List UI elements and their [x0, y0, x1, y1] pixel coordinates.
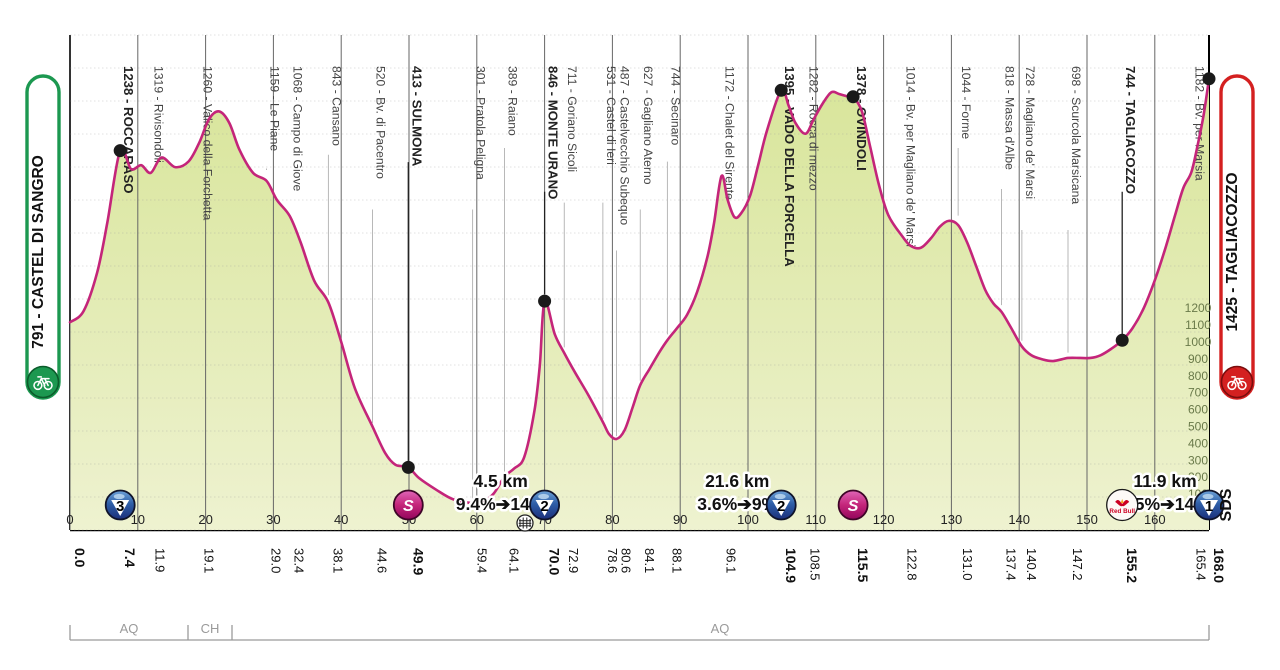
svg-text:S: S: [848, 498, 859, 515]
svg-text:60: 60: [470, 512, 484, 527]
svg-text:140: 140: [1008, 512, 1030, 527]
svg-text:3: 3: [116, 498, 124, 515]
svg-text:1044 - Forme: 1044 - Forme: [959, 66, 973, 139]
svg-text:AQ: AQ: [711, 621, 730, 636]
svg-text:2: 2: [540, 498, 548, 515]
svg-text:30: 30: [266, 512, 280, 527]
svg-text:487 - Castelvecchio Subequo: 487 - Castelvecchio Subequo: [617, 66, 631, 225]
svg-text:4.5 km: 4.5 km: [473, 471, 527, 491]
svg-text:150: 150: [1076, 512, 1098, 527]
svg-text:21.6 km: 21.6 km: [705, 471, 769, 491]
svg-text:20: 20: [198, 512, 212, 527]
svg-text:800: 800: [1188, 369, 1208, 383]
svg-text:160: 160: [1144, 512, 1166, 527]
svg-text:1068 - Campo di Giove: 1068 - Campo di Giove: [291, 66, 305, 192]
svg-text:130: 130: [941, 512, 963, 527]
svg-text:140.4: 140.4: [1024, 548, 1039, 581]
svg-text:1425 - TAGLIACOZZO: 1425 - TAGLIACOZZO: [1224, 172, 1241, 331]
svg-text:96.1: 96.1: [724, 548, 739, 573]
svg-text:38.1: 38.1: [330, 548, 345, 573]
svg-text:11.9: 11.9: [153, 548, 168, 572]
svg-text:11.9 km: 11.9 km: [1133, 471, 1196, 491]
svg-text:90: 90: [673, 512, 687, 527]
svg-text:CH: CH: [201, 621, 220, 636]
svg-text:168.0: 168.0: [1211, 548, 1227, 583]
svg-text:49.9: 49.9: [410, 548, 426, 575]
svg-text:1000: 1000: [1185, 335, 1212, 349]
svg-text:32.4: 32.4: [292, 548, 307, 573]
svg-text:413 - SULMONA: 413 - SULMONA: [409, 66, 424, 167]
svg-text:728 - Magliano de' Marsi: 728 - Magliano de' Marsi: [1023, 66, 1037, 199]
svg-text:531 - Castel di Ieri: 531 - Castel di Ieri: [604, 66, 618, 165]
svg-text:520 - Bv. di Pacentro: 520 - Bv. di Pacentro: [373, 66, 387, 179]
svg-text:64.1: 64.1: [507, 548, 522, 573]
svg-text:70.0: 70.0: [547, 548, 563, 575]
svg-text:744 - Secinaro: 744 - Secinaro: [668, 66, 682, 145]
svg-text:700: 700: [1188, 386, 1208, 400]
svg-text:165.4: 165.4: [1193, 548, 1208, 581]
svg-text:115.5: 115.5: [855, 548, 871, 582]
svg-text:84.1: 84.1: [642, 548, 657, 573]
svg-text:44.6: 44.6: [374, 548, 389, 573]
svg-text:1100: 1100: [1185, 318, 1211, 332]
svg-text:698 - Scurcola Marsicana: 698 - Scurcola Marsicana: [1069, 66, 1083, 204]
svg-text:155.2: 155.2: [1124, 548, 1140, 583]
svg-text:1378 - OVINDOLI: 1378 - OVINDOLI: [854, 66, 869, 171]
svg-text:10: 10: [131, 512, 145, 527]
svg-text:301 - Pratola Peligna: 301 - Pratola Peligna: [474, 66, 488, 180]
svg-text:29.0: 29.0: [269, 548, 284, 573]
svg-text:72.9: 72.9: [566, 548, 581, 573]
svg-text:744 - TAGLIACOZZO: 744 - TAGLIACOZZO: [1123, 66, 1138, 194]
svg-text:78.6: 78.6: [605, 548, 620, 573]
svg-text:80.6: 80.6: [618, 548, 633, 573]
svg-text:19.1: 19.1: [202, 548, 217, 573]
svg-text:137.4: 137.4: [1004, 548, 1019, 581]
svg-text:AQ: AQ: [120, 621, 139, 636]
svg-text:0: 0: [66, 512, 73, 527]
svg-text:40: 40: [334, 512, 348, 527]
svg-text:1159 - Le Piane: 1159 - Le Piane: [268, 66, 282, 151]
svg-text:846 - MONTE URANO: 846 - MONTE URANO: [546, 66, 561, 199]
svg-text:1200: 1200: [1185, 301, 1212, 315]
svg-text:600: 600: [1188, 403, 1208, 417]
svg-text:2: 2: [777, 498, 785, 515]
svg-text:Red Bull: Red Bull: [1109, 508, 1135, 515]
svg-text:88.1: 88.1: [669, 548, 684, 573]
svg-text:1395 - VADO DELLA FORCELLA: 1395 - VADO DELLA FORCELLA: [782, 66, 797, 267]
svg-text:104.9: 104.9: [783, 548, 799, 583]
svg-text:400: 400: [1188, 436, 1208, 450]
svg-text:S: S: [403, 498, 414, 515]
svg-text:59.4: 59.4: [475, 548, 490, 573]
svg-text:SDS: SDS: [1218, 488, 1235, 521]
svg-text:711 - Goriano Sicoli: 711 - Goriano Sicoli: [565, 66, 579, 172]
svg-text:0.0: 0.0: [72, 548, 88, 568]
svg-text:120: 120: [873, 512, 895, 527]
svg-text:627 - Gagliano Aterno: 627 - Gagliano Aterno: [641, 66, 655, 185]
svg-text:100: 100: [737, 512, 759, 527]
svg-text:500: 500: [1188, 420, 1208, 434]
svg-text:900: 900: [1188, 352, 1208, 366]
svg-text:80: 80: [605, 512, 619, 527]
svg-text:131.0: 131.0: [960, 548, 975, 581]
svg-text:1: 1: [1205, 498, 1213, 515]
svg-text:389 - Raiano: 389 - Raiano: [506, 66, 520, 136]
svg-text:818 - Massa d'Albe: 818 - Massa d'Albe: [1003, 66, 1017, 170]
svg-text:110: 110: [805, 512, 826, 527]
svg-text:300: 300: [1188, 453, 1208, 467]
svg-text:791 - CASTEL DI SANGRO: 791 - CASTEL DI SANGRO: [30, 155, 47, 349]
svg-text:1238 - ROCCARASO: 1238 - ROCCARASO: [121, 66, 136, 194]
svg-text:1260 - Valico della Forchetta: 1260 - Valico della Forchetta: [201, 66, 215, 220]
svg-text:147.2: 147.2: [1070, 548, 1085, 581]
svg-text:7.4: 7.4: [122, 548, 138, 568]
svg-text:3.6%➔9%: 3.6%➔9%: [697, 494, 777, 514]
svg-text:1319 - Rivisondoli: 1319 - Rivisondoli: [152, 66, 166, 163]
svg-text:108.5: 108.5: [808, 548, 823, 581]
svg-text:843 - Cansano: 843 - Cansano: [329, 66, 343, 146]
svg-text:1014 - Bv. per Magliano de' Ma: 1014 - Bv. per Magliano de' Marsi: [904, 66, 918, 247]
svg-text:122.8: 122.8: [905, 548, 920, 581]
